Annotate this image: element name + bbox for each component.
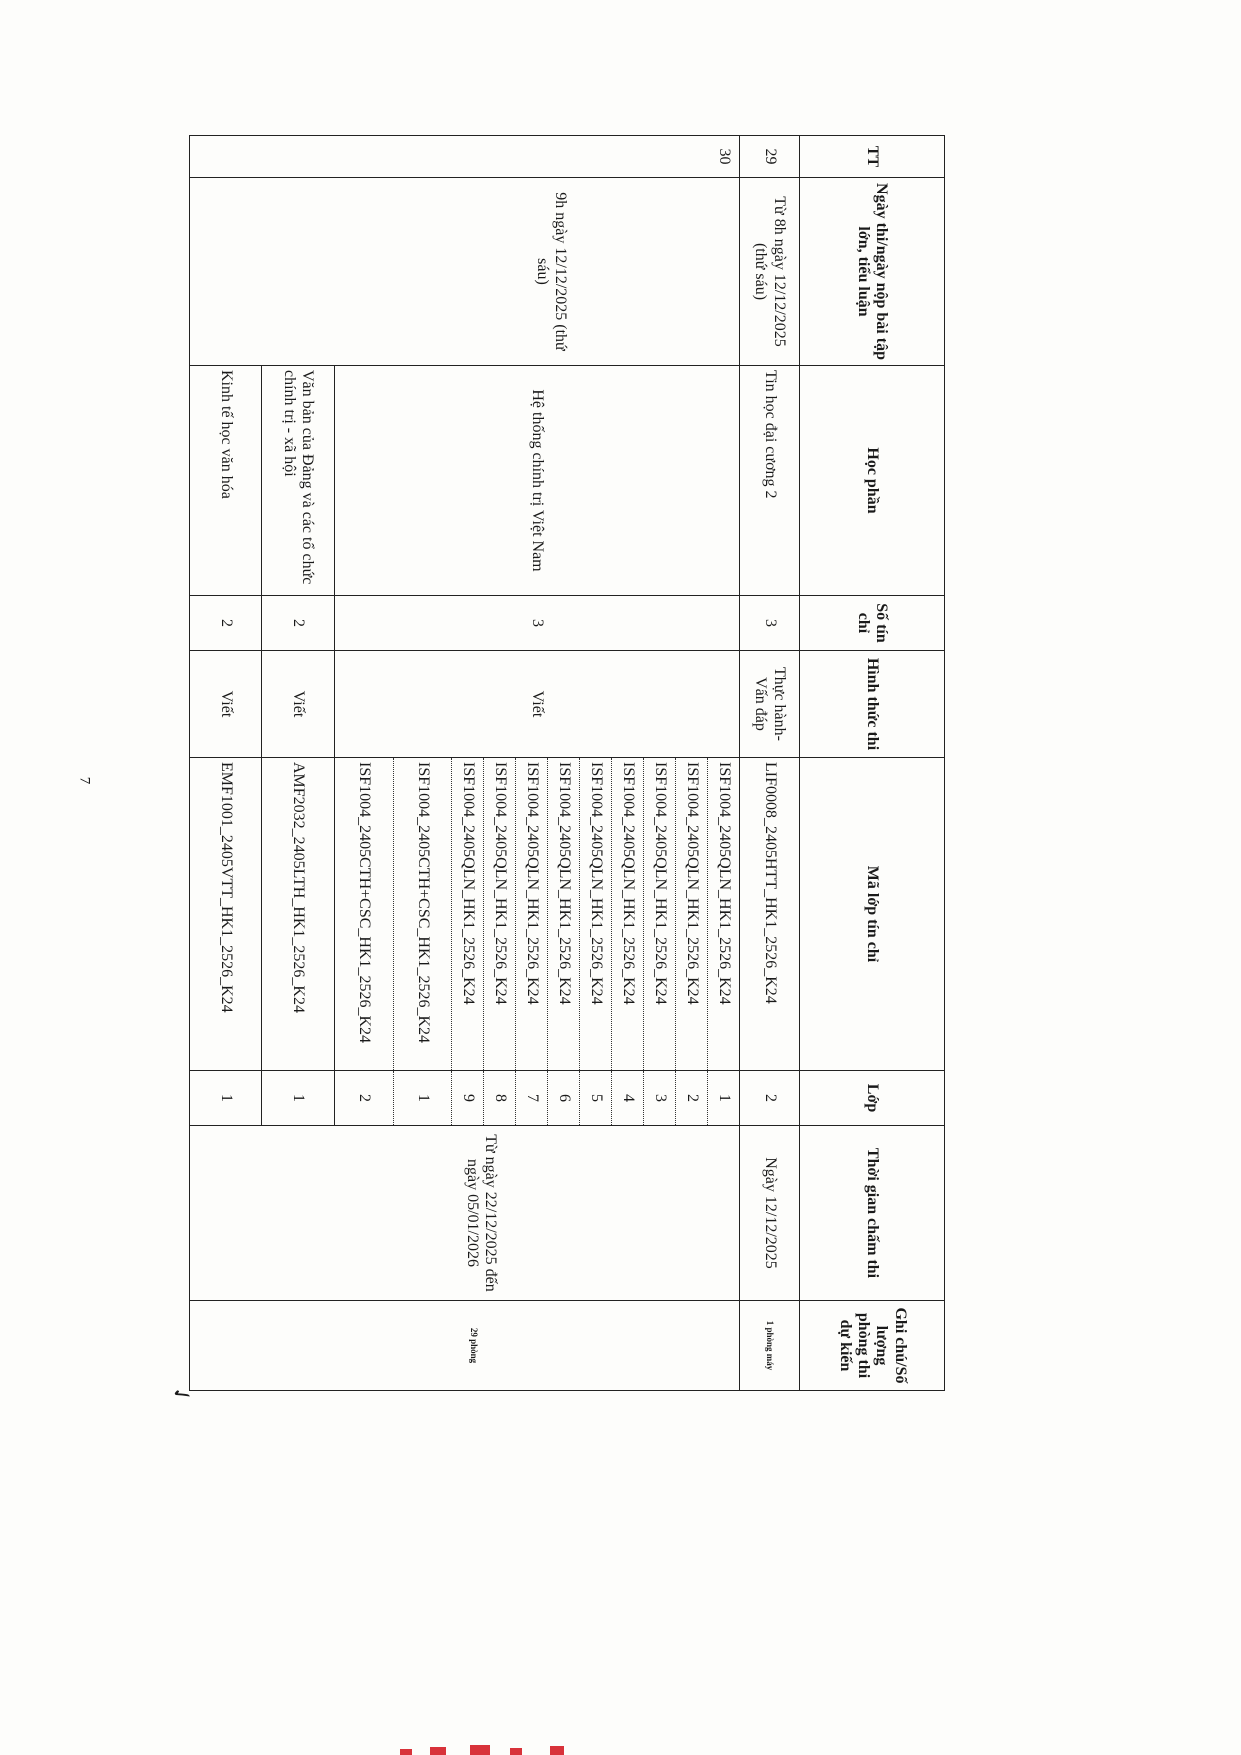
group-cell: 3 (643, 1070, 676, 1126)
class-code-cell: EMF1001_2405VTT_HK1_2526_K24 (189, 757, 262, 1071)
credits-cell: 3 (739, 595, 800, 651)
group-cell: 1 (393, 1070, 452, 1126)
class-code-cell: ISF1004_2405CTH+CSC_HK1_2526_K24 (334, 757, 394, 1071)
class-code-cell: ISF1004_2405QLN_HK1_2526_K24 (515, 757, 548, 1071)
format-cell: Thực hành-Vấn đáp (739, 650, 800, 758)
group-cell: 6 (547, 1070, 580, 1126)
exam-schedule-table-rotated: TT Ngày thi/ngày nộp bài tập lớn, tiểu l… (189, 135, 945, 1391)
group-cell: 2 (334, 1070, 394, 1126)
header-row: TT Ngày thi/ngày nộp bài tập lớn, tiểu l… (799, 135, 945, 1391)
class-code-cell: LIF0008_2405HTT_HK1_2526_K24 (739, 757, 800, 1071)
class-code-cell: ISF1004_2405QLN_HK1_2526_K24 (451, 757, 484, 1071)
header-format: Hình thức thi (799, 650, 945, 758)
credits-cell: 2 (189, 595, 262, 651)
course-cell: Tin học đại cương 2 (739, 365, 800, 596)
group-cell: 2 (739, 1070, 800, 1126)
group-cell: 1 (189, 1070, 262, 1126)
exam-schedule-table: TT Ngày thi/ngày nộp bài tập lớn, tiểu l… (189, 135, 945, 1391)
class-code-cell: AMF2032_2405LTH_HK1_2526_K24 (261, 757, 335, 1071)
date-cell: Từ 8h ngày 12/12/2025 (thứ sáu) (739, 177, 800, 366)
class-code-cell: ISF1004_2405QLN_HK1_2526_K24 (675, 757, 708, 1071)
group-cell: 1 (261, 1070, 335, 1126)
note-cell: 29 phòng (189, 1300, 740, 1391)
header-note: Ghi chú/Số lượng phòng thi dự kiến (799, 1300, 945, 1391)
class-code-cell: ISF1004_2405QLN_HK1_2526_K24 (483, 757, 516, 1071)
header-class-code: Mã lớp tín chỉ (799, 757, 945, 1071)
group-cell: 4 (611, 1070, 644, 1126)
course-cell: Kinh tế học văn hóa (189, 365, 262, 596)
date-cell: 9h ngày 12/12/2025 (thứ sáu) (189, 177, 740, 366)
tt-cell: 30 (189, 135, 740, 178)
class-code-cell: ISF1004_2405CTH+CSC_HK1_2526_K24 (393, 757, 452, 1071)
class-code-cell: ISF1004_2405QLN_HK1_2526_K24 (547, 757, 580, 1071)
group-cell: 2 (675, 1070, 708, 1126)
credits-cell: 2 (261, 595, 335, 651)
grading-time-cell: Từ ngày 22/12/2025 đến ngày 05/01/2026 (189, 1125, 740, 1301)
group-cell: 9 (451, 1070, 484, 1126)
course-cell: Hệ thống chính trị Việt Nam (334, 365, 740, 596)
class-code-cell: ISF1004_2405QLN_HK1_2526_K24 (643, 757, 676, 1071)
group-cell: 7 (515, 1070, 548, 1126)
header-group: Lớp (799, 1070, 945, 1126)
group-cell: 5 (579, 1070, 612, 1126)
format-cell: Viết (334, 650, 740, 758)
header-course: Học phần (799, 365, 945, 596)
grading-time-cell: Ngày 12/12/2025 (739, 1125, 800, 1301)
credits-cell: 3 (334, 595, 740, 651)
group-cell: 1 (707, 1070, 740, 1126)
red-stamp-fragment (400, 1745, 564, 1755)
format-cell: Viết (189, 650, 262, 758)
header-credits: Số tín chỉ (799, 595, 945, 651)
format-cell: Viết (261, 650, 335, 758)
tt-cell: 29 (739, 135, 800, 178)
course-cell: Văn bản của Đảng và các tổ chức chính tr… (261, 365, 335, 596)
table-row: 30 9h ngày 12/12/2025 (thứ sáu) Hệ thống… (189, 135, 740, 1391)
header-grading-time: Thời gian chấm thi (799, 1125, 945, 1301)
header-date: Ngày thi/ngày nộp bài tập lớn, tiểu luận (799, 177, 945, 366)
class-code-cell: ISF1004_2405QLN_HK1_2526_K24 (707, 757, 740, 1071)
header-tt: TT (799, 135, 945, 178)
page-number: 7 (76, 776, 93, 785)
class-code-cell: ISF1004_2405QLN_HK1_2526_K24 (579, 757, 612, 1071)
note-cell: 1 phòng máy (739, 1300, 800, 1391)
group-cell: 8 (483, 1070, 516, 1126)
table-row: 29 Từ 8h ngày 12/12/2025 (thứ sáu) Tin h… (739, 135, 800, 1391)
class-code-cell: ISF1004_2405QLN_HK1_2526_K24 (611, 757, 644, 1071)
